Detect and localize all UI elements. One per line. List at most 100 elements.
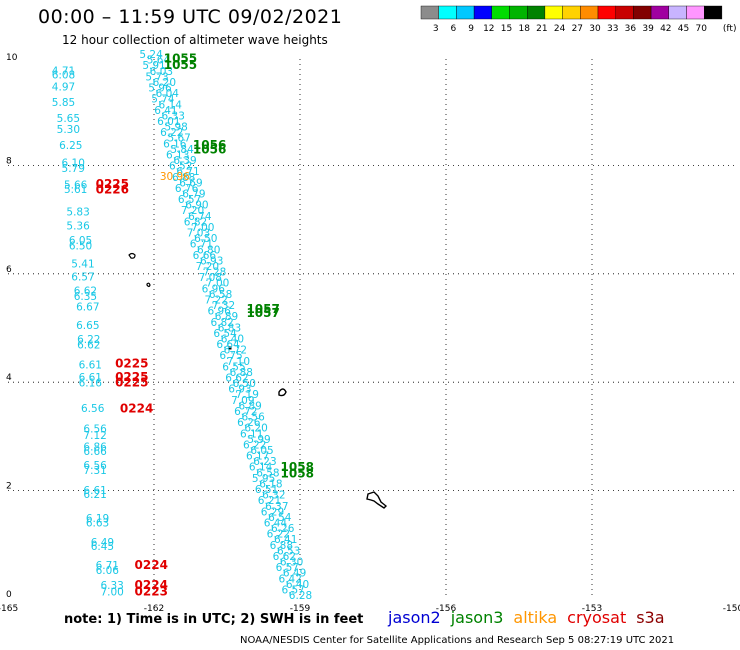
track-wave-height: 6.44	[264, 518, 288, 530]
wave-height-legend: 3 6 9 12 15 18 21 24 27 30 33 36 39 42 45 70 (ft)	[420, 5, 736, 34]
track-wave-height: 7.22	[205, 294, 228, 306]
track-wave-height: 6.22	[243, 439, 266, 451]
y-tick-label: 4	[6, 373, 12, 383]
x-tick-label: -150	[723, 604, 740, 614]
legend-tick-label: 70	[695, 24, 707, 34]
altimeter-track: 5.245.645.916.035.736.205.966.045.746.14…	[139, 49, 312, 602]
y-tick-label: 0	[6, 590, 12, 600]
mission-legend: jason2 jason3 altika cryosat s3a	[388, 608, 675, 627]
track-wave-height: 6.57	[276, 562, 299, 574]
track-wave-height: 6.66	[193, 250, 217, 262]
track-wave-height: 6.82	[184, 216, 207, 228]
pass-time-label: 1056	[193, 142, 226, 156]
map-title: 00:00 – 11:59 UTC 09/02/2021	[38, 6, 343, 28]
pass-time-label: 1058	[281, 467, 314, 481]
left-wave-height: 6.50	[69, 240, 92, 252]
island-2	[146, 282, 151, 288]
legend-tick-label: 42	[660, 24, 671, 34]
track-wave-height: 6.90	[185, 200, 208, 212]
pass-time-label: 0224	[135, 558, 168, 572]
pass-time-label: 1057	[246, 306, 279, 320]
track-wave-height: 7.20	[181, 205, 204, 217]
left-wave-height: 6.10	[62, 157, 85, 169]
x-tick-label: -165	[0, 604, 18, 614]
left-wave-height: 6.22	[77, 334, 100, 346]
left-wave-height: 5.85	[52, 97, 75, 109]
track-wave-height: 6.41	[154, 105, 177, 117]
legend-tick-label: 15	[501, 24, 512, 34]
track-wave-height: 7.03	[187, 228, 210, 240]
track-wave-height: 7.00	[191, 222, 214, 234]
legend-tick-label: 27	[572, 24, 583, 34]
track-wave-height: 6.32	[262, 490, 285, 502]
x-tick-label: -159	[290, 604, 311, 614]
track-wave-height: 6.03	[150, 66, 173, 78]
track-wave-height: 6.33	[162, 110, 185, 122]
islands	[128, 252, 388, 509]
track-wave-height: 6.14	[249, 462, 273, 474]
left-wave-height: 5.61	[64, 184, 87, 196]
left-wave-height: 6.16	[79, 378, 103, 390]
track-wave-height: 6.28	[289, 590, 312, 602]
track-wave-height: 6.20	[244, 423, 267, 435]
track-wave-height: 6.69	[179, 177, 202, 189]
left-wave-height: 6.62	[77, 340, 100, 352]
track-wave-height: 5.84	[170, 144, 194, 156]
left-wave-height: 6.67	[76, 302, 99, 314]
track-wave-height: 6.21	[258, 495, 281, 507]
left-wave-height: 6.56	[81, 403, 105, 415]
track-wave-height: 6.26	[271, 523, 295, 535]
track-wave-height: 6.42	[279, 573, 302, 585]
track-wave-height: 6.71	[176, 166, 199, 178]
left-wave-height: 6.62	[74, 285, 97, 297]
track-wave-height: 5.67	[167, 133, 190, 145]
track-wave-height: 6.72	[234, 406, 257, 418]
track-wave-height: 6.13	[166, 149, 189, 161]
units-note: note: 1) Time is in UTC; 2) SWH is in fe…	[64, 612, 364, 627]
track-wave-height: 6.82	[210, 317, 233, 329]
track-wave-height: 6.89	[238, 400, 261, 412]
track-wave-height: 5.74	[151, 94, 175, 106]
left-wave-height: 5.30	[57, 124, 80, 136]
x-tick-label: -156	[436, 604, 457, 614]
track-wave-height: 6.76	[175, 183, 199, 195]
y-tick-label: 10	[6, 53, 18, 63]
track-wave-height: 5.64	[147, 55, 171, 67]
left-wave-height: 7.00	[100, 587, 123, 599]
track-wave-height: 6.62	[273, 551, 296, 563]
left-wave-height: 6.71	[96, 560, 119, 572]
track-wave-height: 6.96	[207, 306, 231, 318]
track-wave-height: 6.29	[261, 506, 284, 518]
track-wave-height: 6.64	[216, 339, 240, 351]
pass-time-label: 0225	[96, 177, 129, 191]
altimeter-track-highlights: 30.96	[160, 171, 190, 183]
track-wave-height: 7.32	[212, 300, 235, 312]
pass-time-label: 0226	[96, 183, 129, 197]
track-wave-height: 6.62	[225, 373, 248, 385]
left-wave-height: 6.21	[83, 489, 106, 501]
legend-tick-label: 30	[589, 24, 601, 34]
legend-tick-label: 39	[642, 24, 654, 34]
track-wave-height: 6.72	[224, 345, 247, 357]
mission-label: altika	[513, 608, 558, 627]
track-wave-height: 6.88	[270, 540, 293, 552]
track-wave-height: 6.71	[190, 239, 213, 251]
left-wave-height: 6.25	[59, 140, 82, 152]
track-highlight-value: 30.96	[160, 171, 190, 183]
track-wave-height: 6.41	[274, 534, 297, 546]
left-wave-height: 6.61	[79, 372, 102, 384]
left-wave-height: 6.49	[91, 537, 114, 549]
track-wave-height: 6.79	[182, 188, 205, 200]
left-wave-height: 6.56	[83, 424, 107, 436]
mission-label: s3a	[636, 608, 665, 627]
track-wave-height: 6.57	[178, 194, 201, 206]
track-wave-height: 6.26	[237, 417, 261, 429]
pass-time-label: 0225	[115, 370, 148, 384]
track-wave-height: 5.96	[148, 83, 172, 95]
left-wave-height: 6.06	[96, 565, 120, 577]
track-wave-height: 6.37	[265, 501, 288, 513]
track-wave-height: 6.55	[222, 361, 245, 373]
track-wave-height: 6.52	[169, 161, 192, 173]
left-wave-height: 6.57	[71, 271, 94, 283]
